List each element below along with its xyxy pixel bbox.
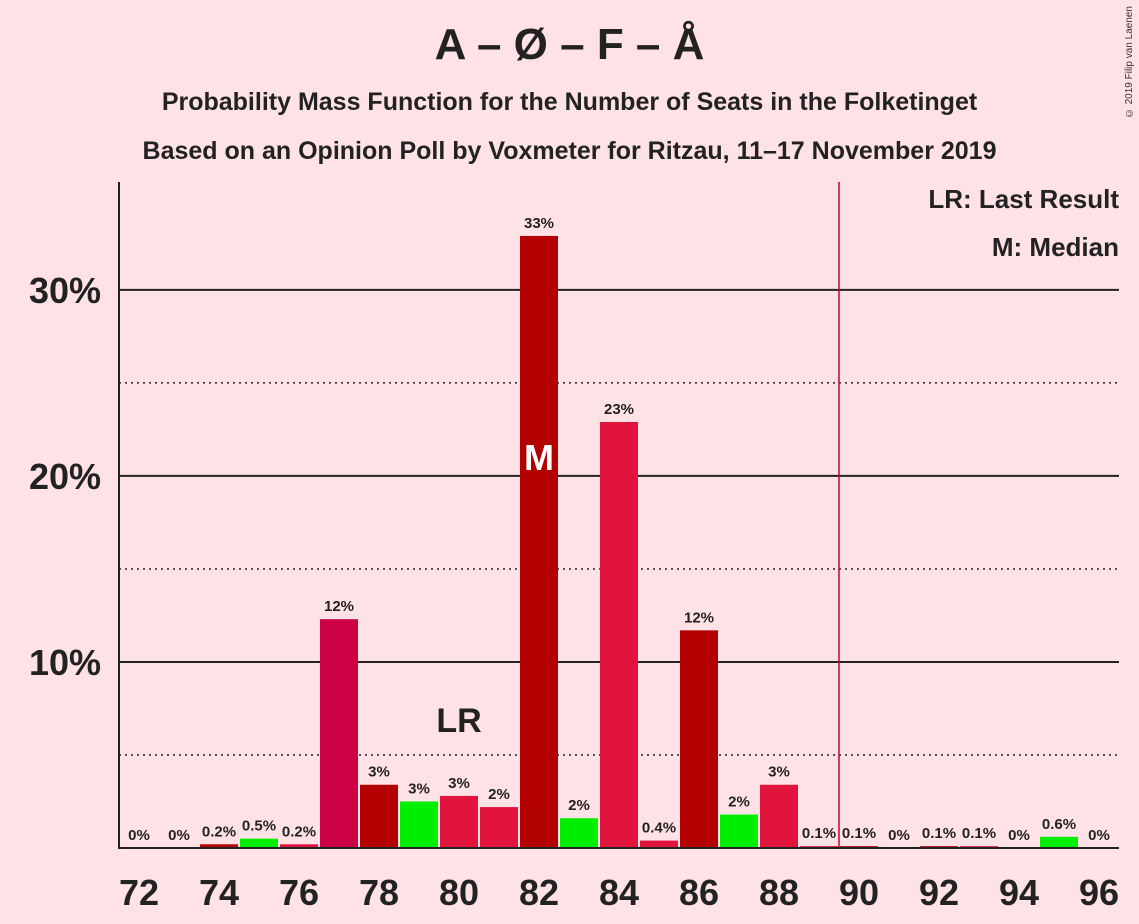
data-label-78: 3% (368, 764, 390, 781)
x-tick-label: 84 (599, 872, 639, 913)
chart-source: Based on an Opinion Poll by Voxmeter for… (142, 137, 997, 165)
bar-85 (640, 840, 678, 848)
y-tick-label: 10% (29, 642, 101, 683)
x-tick-label: 92 (919, 872, 959, 913)
data-label-89: 0.1% (802, 825, 836, 842)
data-label-90: 0.1% (842, 825, 876, 842)
x-tick-label: 80 (439, 872, 479, 913)
bar-76 (280, 844, 318, 848)
x-tick-label: 96 (1079, 872, 1119, 913)
x-tick-label: 74 (199, 872, 239, 913)
bar-77 (320, 619, 358, 848)
x-tick-label: 72 (119, 872, 159, 913)
data-labels: 0% 0% 0.2% 0.5% 0.2% 12% 3% 3% 3% 2% 33% 2% 23% 0.4% 1… (128, 215, 1110, 844)
bar-84 (600, 421, 638, 848)
x-tick-label: 78 (359, 872, 399, 913)
data-label-95: 0.6% (1042, 816, 1076, 833)
bar-95 (1040, 836, 1078, 848)
bar-86 (680, 630, 718, 848)
data-label-86: 12% (684, 609, 714, 626)
bar-83 (560, 818, 598, 848)
bar-88 (760, 784, 798, 848)
bars (200, 235, 1078, 849)
y-tick-label: 30% (29, 270, 101, 311)
data-label-83: 2% (568, 797, 590, 814)
x-tick-label: 88 (759, 872, 799, 913)
legend-median: M: Median (991, 232, 1119, 262)
y-tick-label: 20% (29, 456, 101, 497)
chart-title: A – Ø – F – Å (434, 20, 705, 69)
x-tick-label: 86 (679, 872, 719, 913)
data-label-85: 0.4% (642, 820, 676, 837)
data-label-96: 0% (1088, 827, 1110, 844)
bar-82 (520, 235, 558, 849)
data-label-74: 0.2% (202, 823, 236, 840)
bar-74 (200, 844, 238, 848)
x-tick-label: 90 (839, 872, 879, 913)
data-label-91: 0% (888, 827, 910, 844)
data-label-76: 0.2% (282, 823, 316, 840)
x-tick-label: 76 (279, 872, 319, 913)
median-marker: M (524, 437, 554, 478)
data-label-94: 0% (1008, 827, 1030, 844)
data-label-79: 3% (408, 780, 430, 797)
data-label-72: 0% (128, 827, 150, 844)
data-label-88: 3% (768, 764, 790, 781)
data-label-87: 2% (728, 794, 750, 811)
legend-last-result: LR: Last Result (928, 184, 1119, 214)
data-label-77: 12% (324, 598, 354, 615)
data-label-80: 3% (448, 775, 470, 792)
chart-subtitle: Probability Mass Function for the Number… (161, 88, 978, 116)
bar-87 (720, 814, 758, 848)
bar-81 (480, 807, 518, 848)
data-label-84: 23% (604, 401, 634, 418)
data-label-81: 2% (488, 786, 510, 803)
data-label-92: 0.1% (922, 825, 956, 842)
x-tick-label: 94 (999, 872, 1039, 913)
last-result-marker: LR (436, 702, 481, 740)
data-label-73: 0% (168, 827, 190, 844)
axes: 10% 20% 30% 72 74 76 78 80 82 84 86 88 90 92 94 96 (29, 182, 1119, 913)
data-label-93: 0.1% (962, 825, 996, 842)
bar-80 (440, 795, 478, 848)
bar-75 (240, 838, 278, 848)
bar-78 (360, 784, 398, 848)
data-label-82: 33% (524, 215, 554, 232)
bar-79 (400, 801, 438, 848)
data-label-75: 0.5% (242, 818, 276, 835)
x-tick-label: 82 (519, 872, 559, 913)
